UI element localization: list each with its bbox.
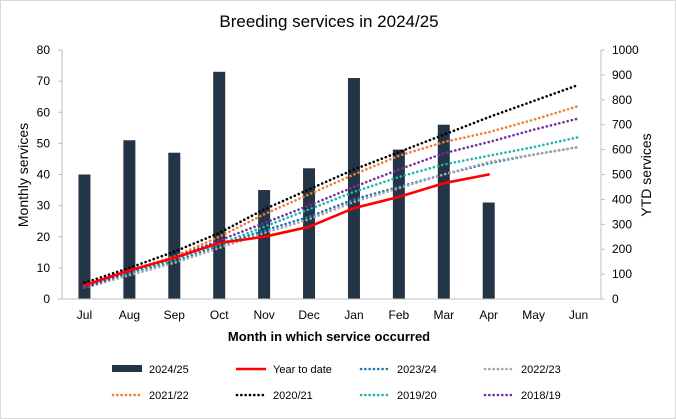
y2-tick-label: 200: [612, 242, 632, 256]
legend-label-2023-24: 2023/24: [397, 364, 437, 376]
legend-label-2019-20: 2019/20: [397, 390, 437, 402]
y2-tick-label: 300: [612, 217, 632, 231]
x-tick-label: Oct: [210, 308, 229, 322]
bar-apr: [482, 202, 495, 299]
y-tick-label: 50: [37, 136, 51, 150]
y2-axis-label: YTD services: [638, 133, 654, 216]
bar-nov: [258, 190, 271, 299]
y-tick-label: 60: [37, 105, 51, 119]
legend-label-2018-19: 2018/19: [521, 390, 561, 402]
y-axis-label: Monthly services: [15, 123, 31, 227]
bar-mar: [437, 124, 450, 299]
bar-dec: [303, 168, 316, 299]
legend-label-2022-23: 2022/23: [521, 364, 561, 376]
y-tick-label: 0: [43, 292, 50, 306]
y-tick-label: 20: [37, 230, 51, 244]
series-line-year-to-date: [83, 173, 491, 287]
x-tick-label: Nov: [253, 308, 274, 322]
x-tick-label: Feb: [389, 308, 410, 322]
x-tick-label: Dec: [298, 308, 319, 322]
y2-tick-label: 800: [612, 93, 632, 107]
legend-label-year-to-date: Year to date: [273, 364, 332, 376]
bar-oct: [213, 71, 226, 299]
y2-tick-label: 500: [612, 168, 632, 182]
x-tick-label: Jan: [344, 308, 363, 322]
x-axis-label: Month in which service occurred: [228, 329, 430, 344]
chart-title: Breeding services in 2024/25: [219, 12, 438, 31]
y2-tick-label: 700: [612, 118, 632, 132]
x-tick-label: May: [522, 308, 545, 322]
x-tick-label: Mar: [433, 308, 454, 322]
y-tick-label: 40: [37, 168, 51, 182]
y2-tick-label: 1000: [612, 43, 639, 57]
series-line-2020-21: [83, 83, 580, 285]
x-tick-label: Sep: [164, 308, 186, 322]
x-tick-label: Jul: [77, 308, 92, 322]
x-tick-label: Apr: [479, 308, 498, 322]
x-tick-label: Jun: [569, 308, 588, 322]
y-tick-label: 10: [37, 261, 51, 275]
bar-jul: [78, 174, 91, 299]
legend-label-2020-21: 2020/21: [273, 390, 313, 402]
series-line-2023-24: [83, 145, 580, 288]
y-tick-label: 80: [37, 43, 51, 57]
y-tick-label: 70: [37, 74, 51, 88]
y2-tick-label: 900: [612, 68, 632, 82]
y2-tick-label: 400: [612, 192, 632, 206]
y2-tick-label: 0: [612, 292, 619, 306]
legend-label-2024-25: 2024/25: [149, 364, 189, 376]
series-line-2022-23: [83, 145, 580, 290]
y-tick-label: 30: [37, 199, 51, 213]
legend-swatch-2024-25: [112, 365, 142, 372]
bar-jan: [347, 78, 360, 299]
x-tick-label: Aug: [119, 308, 140, 322]
bar-sep: [168, 152, 181, 299]
bar-aug: [123, 140, 136, 299]
legend-label-2021-22: 2021/22: [149, 390, 189, 402]
y2-tick-label: 100: [612, 267, 632, 281]
y2-tick-label: 600: [612, 143, 632, 157]
